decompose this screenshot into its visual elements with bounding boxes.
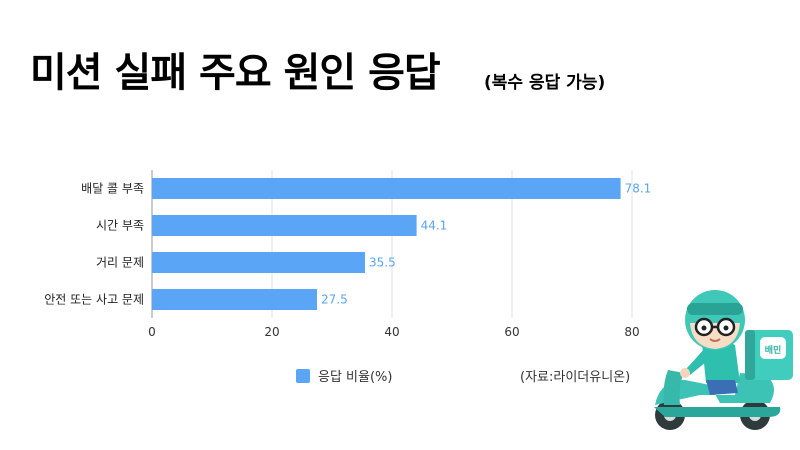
x-tick-label: 60: [504, 325, 519, 339]
source-note: (자료:라이더유니온): [520, 370, 631, 385]
x-tick-label: 20: [264, 325, 279, 339]
category-label: 안전 또는 사고 문제: [44, 293, 144, 307]
bar: [152, 215, 417, 236]
value-label: 44.1: [421, 219, 448, 233]
value-label: 78.1: [625, 182, 652, 196]
bar: [152, 178, 621, 199]
bar: [152, 289, 317, 310]
category-label: 배달 콜 부족: [81, 182, 144, 196]
bar: [152, 252, 365, 273]
x-tick-label: 40: [384, 325, 399, 339]
legend-swatch: [296, 368, 310, 383]
x-tick-label: 0: [148, 325, 156, 339]
x-tick-label: 80: [624, 325, 639, 339]
legend: 응답 비율(%): [296, 366, 392, 385]
chart-title: 미션 실패 주요 원인 응답: [30, 50, 441, 96]
delivery-rider-illustration: 배민: [654, 290, 793, 430]
value-label: 27.5: [321, 293, 348, 307]
box-logo-text: 배민: [765, 344, 782, 356]
category-label: 시간 부족: [96, 219, 144, 233]
category-label: 거리 문제: [96, 256, 144, 270]
legend-label: 응답 비율(%): [318, 370, 393, 385]
value-label: 35.5: [369, 256, 396, 270]
chart-subtitle: (복수 응답 가능): [484, 73, 606, 93]
